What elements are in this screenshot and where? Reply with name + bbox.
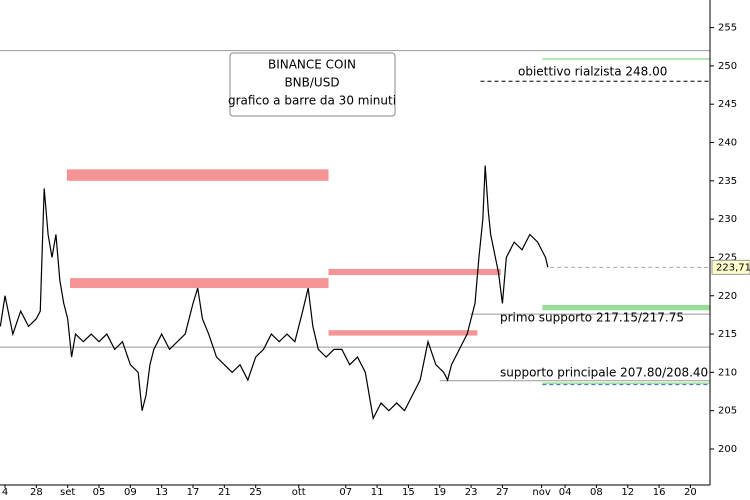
chart-subtitle: BNB/USD	[284, 76, 339, 90]
y-tick-label: 220	[718, 291, 737, 302]
last-price-label: 223,71	[716, 262, 750, 273]
x-tick-label: 25	[249, 487, 262, 498]
x-tick-label: 20	[684, 487, 697, 498]
x-tick-label: nov	[532, 487, 550, 498]
y-tick-label: 205	[718, 406, 737, 417]
x-tick-label: 13	[155, 487, 168, 498]
x-tick-label: 23	[465, 487, 478, 498]
annotation: obiettivo rialzista 248.00	[518, 65, 667, 79]
y-tick-label: 225	[718, 252, 737, 263]
x-tick-label: 12	[621, 487, 634, 498]
chart-title: BINANCE COIN	[268, 58, 356, 72]
y-tick-label: 210	[718, 367, 737, 378]
level-band	[328, 268, 501, 276]
x-tick-label: ott	[292, 487, 306, 498]
x-tick-label: 07	[339, 487, 352, 498]
title-box	[229, 52, 396, 117]
level-band	[66, 169, 329, 181]
y-tick-label: 215	[718, 329, 737, 340]
y-tick-label: 235	[718, 176, 737, 187]
level-band	[70, 278, 329, 289]
x-tick-label: 05	[93, 487, 106, 498]
price-line	[0, 165, 549, 421]
y-tick-label: 240	[718, 138, 737, 149]
x-tick-label: 21	[218, 487, 231, 498]
y-tick-label: 230	[718, 214, 737, 225]
annotation: supporto principale 207.80/208.40	[500, 366, 708, 380]
x-tick-label: 15	[402, 487, 415, 498]
level-band	[328, 330, 478, 336]
x-tick-label: 17	[187, 487, 200, 498]
y-tick-label: 250	[718, 61, 737, 72]
x-tick-label: 4	[2, 487, 8, 498]
y-tick-label: 255	[718, 23, 737, 34]
annotation: primo supporto 217.15/217.75	[500, 311, 684, 325]
x-tick-label: set	[60, 487, 75, 498]
y-tick-label: 245	[718, 99, 737, 110]
x-tick-label: 19	[433, 487, 446, 498]
chart-subtitle: grafico a barre da 30 minuti	[228, 94, 396, 108]
x-tick-label: 04	[559, 487, 572, 498]
x-tick-label: 08	[590, 487, 603, 498]
x-tick-label: 09	[124, 487, 137, 498]
last-price-box	[711, 259, 750, 275]
level-band	[542, 304, 710, 311]
x-tick-label: 16	[653, 487, 666, 498]
y-tick-label: 200	[718, 444, 737, 455]
x-tick-label: 28	[30, 487, 43, 498]
x-tick-label: 11	[371, 487, 384, 498]
x-tick-label: 27	[496, 487, 509, 498]
